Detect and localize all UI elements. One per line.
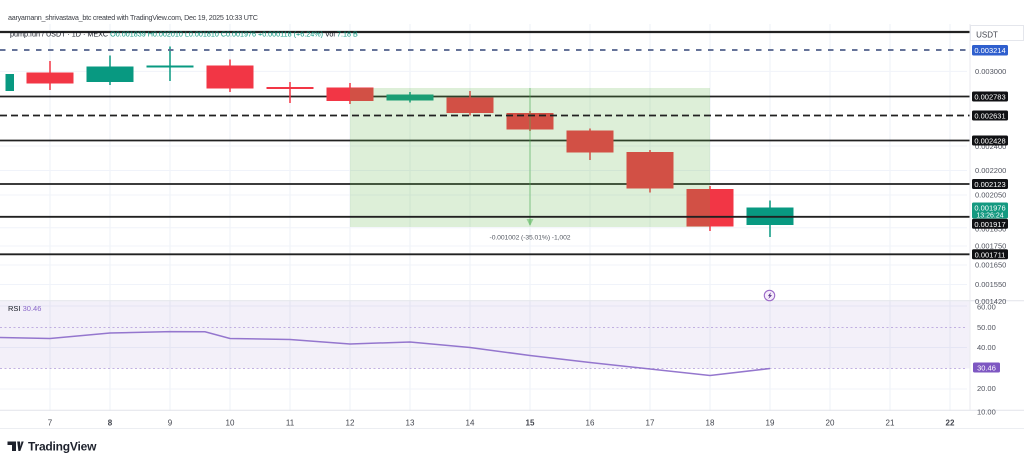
svg-text:-0.001002 (-35.01%) -1,002: -0.001002 (-35.01%) -1,002 (490, 235, 571, 242)
svg-text:21: 21 (886, 419, 895, 428)
svg-text:12: 12 (346, 419, 355, 428)
svg-text:0.001976: 0.001976 (974, 204, 1005, 213)
svg-text:18: 18 (706, 419, 715, 428)
svg-text:pump.fun / USDT · 1D · MEXC O0: pump.fun / USDT · 1D · MEXC O0.001839 H0… (10, 29, 358, 38)
svg-text:0.003000: 0.003000 (975, 67, 1006, 76)
svg-text:13: 13 (406, 419, 415, 428)
svg-text:10: 10 (226, 419, 235, 428)
svg-text:0.002783: 0.002783 (974, 93, 1005, 102)
svg-text:0.001420: 0.001420 (975, 297, 1006, 306)
svg-text:TradingView: TradingView (28, 440, 97, 454)
svg-text:40.00: 40.00 (977, 343, 996, 352)
svg-text:0.002428: 0.002428 (974, 137, 1005, 146)
svg-text:aaryamann_shrivastava_btc crea: aaryamann_shrivastava_btc created with T… (8, 13, 258, 22)
svg-text:0.002200: 0.002200 (975, 166, 1006, 175)
svg-text:22: 22 (946, 419, 955, 428)
svg-text:20.00: 20.00 (977, 384, 996, 393)
svg-text:11: 11 (286, 419, 295, 428)
svg-text:0.001550: 0.001550 (975, 280, 1006, 289)
svg-text:0.002631: 0.002631 (974, 112, 1005, 121)
svg-text:14: 14 (466, 419, 475, 428)
svg-text:0.002400: 0.002400 (975, 142, 1006, 151)
svg-text:0.002123: 0.002123 (974, 180, 1005, 189)
svg-text:USDT: USDT (976, 31, 998, 40)
svg-text:7: 7 (48, 419, 53, 428)
svg-text:60.00: 60.00 (977, 302, 996, 311)
svg-text:15: 15 (526, 419, 535, 428)
svg-text:0.001917: 0.001917 (974, 220, 1005, 229)
svg-text:19: 19 (766, 419, 775, 428)
svg-text:8: 8 (108, 419, 113, 428)
svg-text:16: 16 (586, 419, 595, 428)
svg-text:0.001711: 0.001711 (975, 250, 1006, 259)
svg-text:0.001650: 0.001650 (975, 261, 1006, 270)
svg-text:10.00: 10.00 (977, 407, 996, 416)
svg-text:50.00: 50.00 (977, 323, 996, 332)
svg-text:0.001850: 0.001850 (975, 225, 1006, 234)
svg-text:17: 17 (646, 419, 655, 428)
svg-text:0.001750: 0.001750 (975, 242, 1006, 251)
svg-text:RSI 30.46: RSI 30.46 (8, 304, 41, 313)
svg-text:30.46: 30.46 (977, 364, 996, 373)
svg-text:13:26:24: 13:26:24 (976, 213, 1003, 220)
svg-text:9: 9 (168, 419, 173, 428)
svg-text:20: 20 (826, 419, 835, 428)
svg-text:0.003214: 0.003214 (974, 46, 1005, 55)
svg-text:0.002050: 0.002050 (975, 191, 1006, 200)
